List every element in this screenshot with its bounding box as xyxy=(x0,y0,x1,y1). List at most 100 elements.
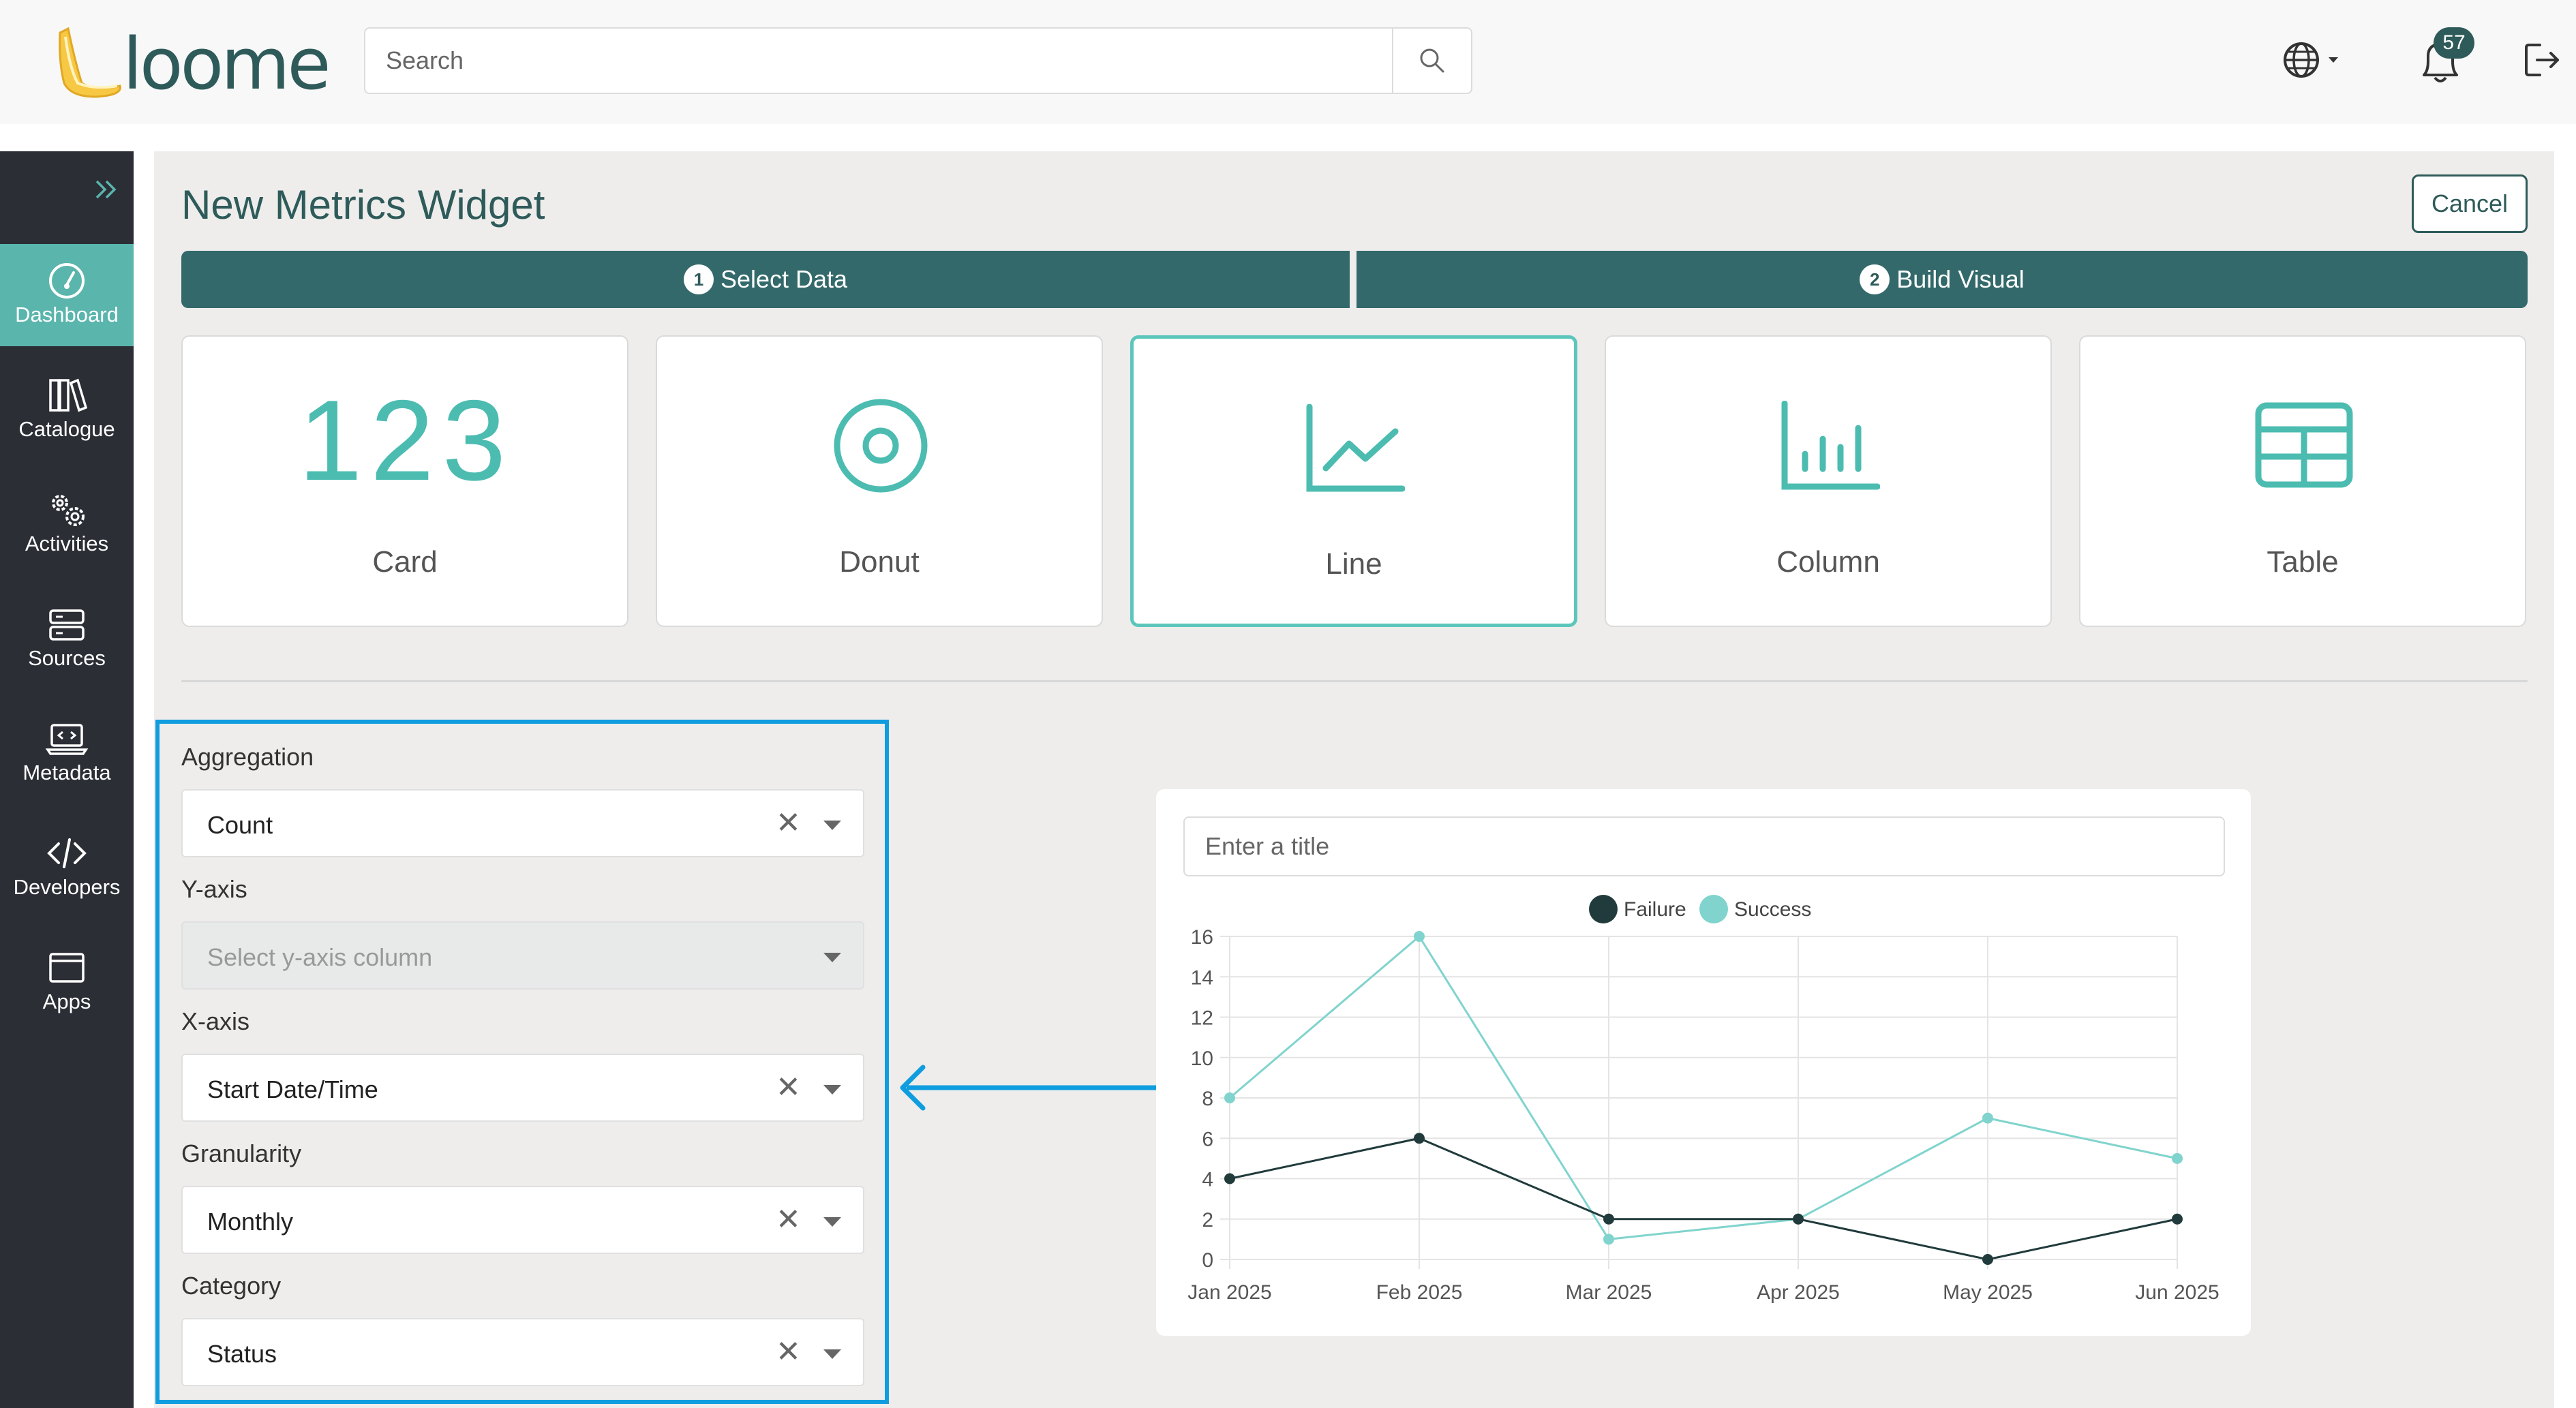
y-axis-placeholder: Select y-axis column xyxy=(207,943,433,971)
step-select-data[interactable]: 1 Select Data xyxy=(181,251,1350,308)
data-point-success xyxy=(1224,1092,1235,1103)
sidebar-item-label: Developers xyxy=(13,875,121,899)
sidebar-item-dashboard[interactable]: Dashboard xyxy=(0,244,134,346)
line-chart-icon xyxy=(1306,404,1405,492)
clear-icon[interactable]: ✕ xyxy=(776,1071,801,1104)
visual-type-label: Donut xyxy=(839,545,920,579)
category-label: Category xyxy=(181,1272,282,1300)
logout-icon[interactable] xyxy=(2522,40,2563,80)
x-axis-value: Start Date/Time xyxy=(207,1075,378,1103)
clear-icon[interactable]: ✕ xyxy=(776,1335,801,1368)
category-value: Status xyxy=(207,1340,277,1368)
expand-chevrons-icon[interactable] xyxy=(93,177,120,202)
search-input[interactable] xyxy=(365,29,1393,93)
sidebar-item-label: Catalogue xyxy=(18,417,115,441)
server-icon xyxy=(49,609,85,641)
sidebar-item-metadata[interactable]: Metadata xyxy=(0,702,134,804)
granularity-select[interactable]: Monthly ✕ xyxy=(181,1186,864,1254)
chevron-down-icon[interactable] xyxy=(823,1217,841,1227)
step-label: Build Visual xyxy=(1896,265,2025,293)
x-tick-label: Jan 2025 xyxy=(1187,1281,1271,1304)
y-tick-label: 8 xyxy=(1202,1088,1213,1110)
search-icon xyxy=(1420,48,1444,73)
window-icon xyxy=(49,953,85,983)
section-divider xyxy=(181,680,2528,682)
form-highlight-frame xyxy=(155,720,889,1404)
visual-type-label: Line xyxy=(1325,547,1382,581)
x-tick-label: Apr 2025 xyxy=(1757,1281,1840,1304)
sidebar-item-developers[interactable]: Developers xyxy=(0,816,134,919)
data-point-failure xyxy=(2172,1213,2183,1225)
cancel-button[interactable]: Cancel xyxy=(2412,174,2528,233)
card-123-icon: 123 xyxy=(299,384,506,500)
visual-type-label: Column xyxy=(1776,545,1880,579)
column-chart-icon xyxy=(1781,401,1880,490)
visual-type-column[interactable]: Column xyxy=(1605,335,2052,627)
category-select[interactable]: Status ✕ xyxy=(181,1318,864,1386)
chart-preview-card: 0 2 4 6 8 10 12 14 16 Jan 2025 Feb 2025 Mar 2025 Apr… xyxy=(1156,789,2251,1336)
sidebar-item-label: Metadata xyxy=(22,761,111,784)
x-axis-label: X-axis xyxy=(181,1007,250,1035)
data-point-failure xyxy=(1414,1133,1425,1144)
laptop-code-icon xyxy=(45,724,89,755)
gears-icon xyxy=(52,495,85,526)
dashboard-icon xyxy=(49,263,85,299)
visual-type-label: Table xyxy=(2267,545,2339,579)
y-axis-label: Y-axis xyxy=(181,875,247,903)
step-label: Select Data xyxy=(720,265,848,293)
sidebar-item-label: Sources xyxy=(28,646,106,670)
logo-text: loome xyxy=(123,22,328,102)
notification-count-badge: 57 xyxy=(2434,27,2474,59)
x-tick-label: Feb 2025 xyxy=(1376,1281,1463,1304)
x-axis-select[interactable]: Start Date/Time ✕ xyxy=(181,1054,864,1122)
page-title: New Metrics Widget xyxy=(181,182,545,228)
chevron-down-icon[interactable] xyxy=(823,953,841,962)
search-button[interactable] xyxy=(1393,29,1471,93)
sidebar-item-sources[interactable]: Sources xyxy=(0,587,134,690)
granularity-value: Monthly xyxy=(207,1208,294,1236)
data-point-failure xyxy=(1603,1213,1614,1225)
clear-icon[interactable]: ✕ xyxy=(776,806,801,840)
granularity-label: Granularity xyxy=(181,1139,302,1167)
data-point-failure xyxy=(1793,1213,1804,1225)
y-tick-label: 14 xyxy=(1191,966,1213,989)
chevron-down-icon[interactable] xyxy=(823,1349,841,1359)
y-tick-label: 6 xyxy=(1202,1128,1213,1150)
chevron-down-icon[interactable] xyxy=(823,1085,841,1095)
books-icon xyxy=(49,378,88,412)
line-chart: 0 2 4 6 8 10 12 14 16 Jan 2025 Feb 2025 Mar 2025 Apr… xyxy=(1187,895,2219,1304)
sidebar-item-label: Apps xyxy=(42,990,91,1013)
visual-type-table[interactable]: Table xyxy=(2079,335,2526,627)
series-line-success xyxy=(1229,934,2178,1240)
x-tick-label: Jun 2025 xyxy=(2135,1281,2219,1304)
sidebar-item-catalogue[interactable]: Catalogue xyxy=(0,358,134,461)
y-axis-select[interactable]: Select y-axis column xyxy=(181,921,864,990)
clear-icon[interactable]: ✕ xyxy=(776,1203,801,1236)
legend-swatch-success xyxy=(1699,895,1728,923)
visual-type-donut[interactable]: Donut xyxy=(656,335,1103,627)
series-line-failure xyxy=(1229,1137,2178,1261)
sidebar: Dashboard Catalogue Activities Sources M… xyxy=(0,151,134,1408)
sidebar-item-label: Dashboard xyxy=(15,303,119,326)
x-tick-label: Mar 2025 xyxy=(1566,1281,1652,1304)
chevron-down-icon[interactable] xyxy=(823,821,841,830)
visual-type-card[interactable]: 123 Card xyxy=(181,335,628,627)
legend-label: Failure xyxy=(1624,898,1686,921)
data-point-failure xyxy=(1982,1254,1993,1265)
loome-logo[interactable]: loome xyxy=(55,20,341,102)
data-point-success xyxy=(1414,931,1425,942)
step-build-visual[interactable]: 2 Build Visual xyxy=(1357,251,2528,308)
aggregation-label: Aggregation xyxy=(181,743,314,771)
legend-label: Success xyxy=(1734,898,1811,921)
data-point-failure xyxy=(1224,1173,1235,1184)
visual-type-line[interactable]: Line xyxy=(1130,335,1577,627)
step-number: 2 xyxy=(1860,264,1890,294)
aggregation-select[interactable]: Count ✕ xyxy=(181,789,864,857)
sidebar-item-apps[interactable]: Apps xyxy=(0,931,134,1033)
table-icon xyxy=(2255,402,2353,488)
data-point-success xyxy=(1603,1234,1614,1245)
chart-title-input[interactable] xyxy=(1183,816,2225,876)
sidebar-item-label: Activities xyxy=(25,532,109,555)
sidebar-item-activities[interactable]: Activities xyxy=(0,473,134,575)
globe-language-icon[interactable] xyxy=(2277,35,2345,85)
